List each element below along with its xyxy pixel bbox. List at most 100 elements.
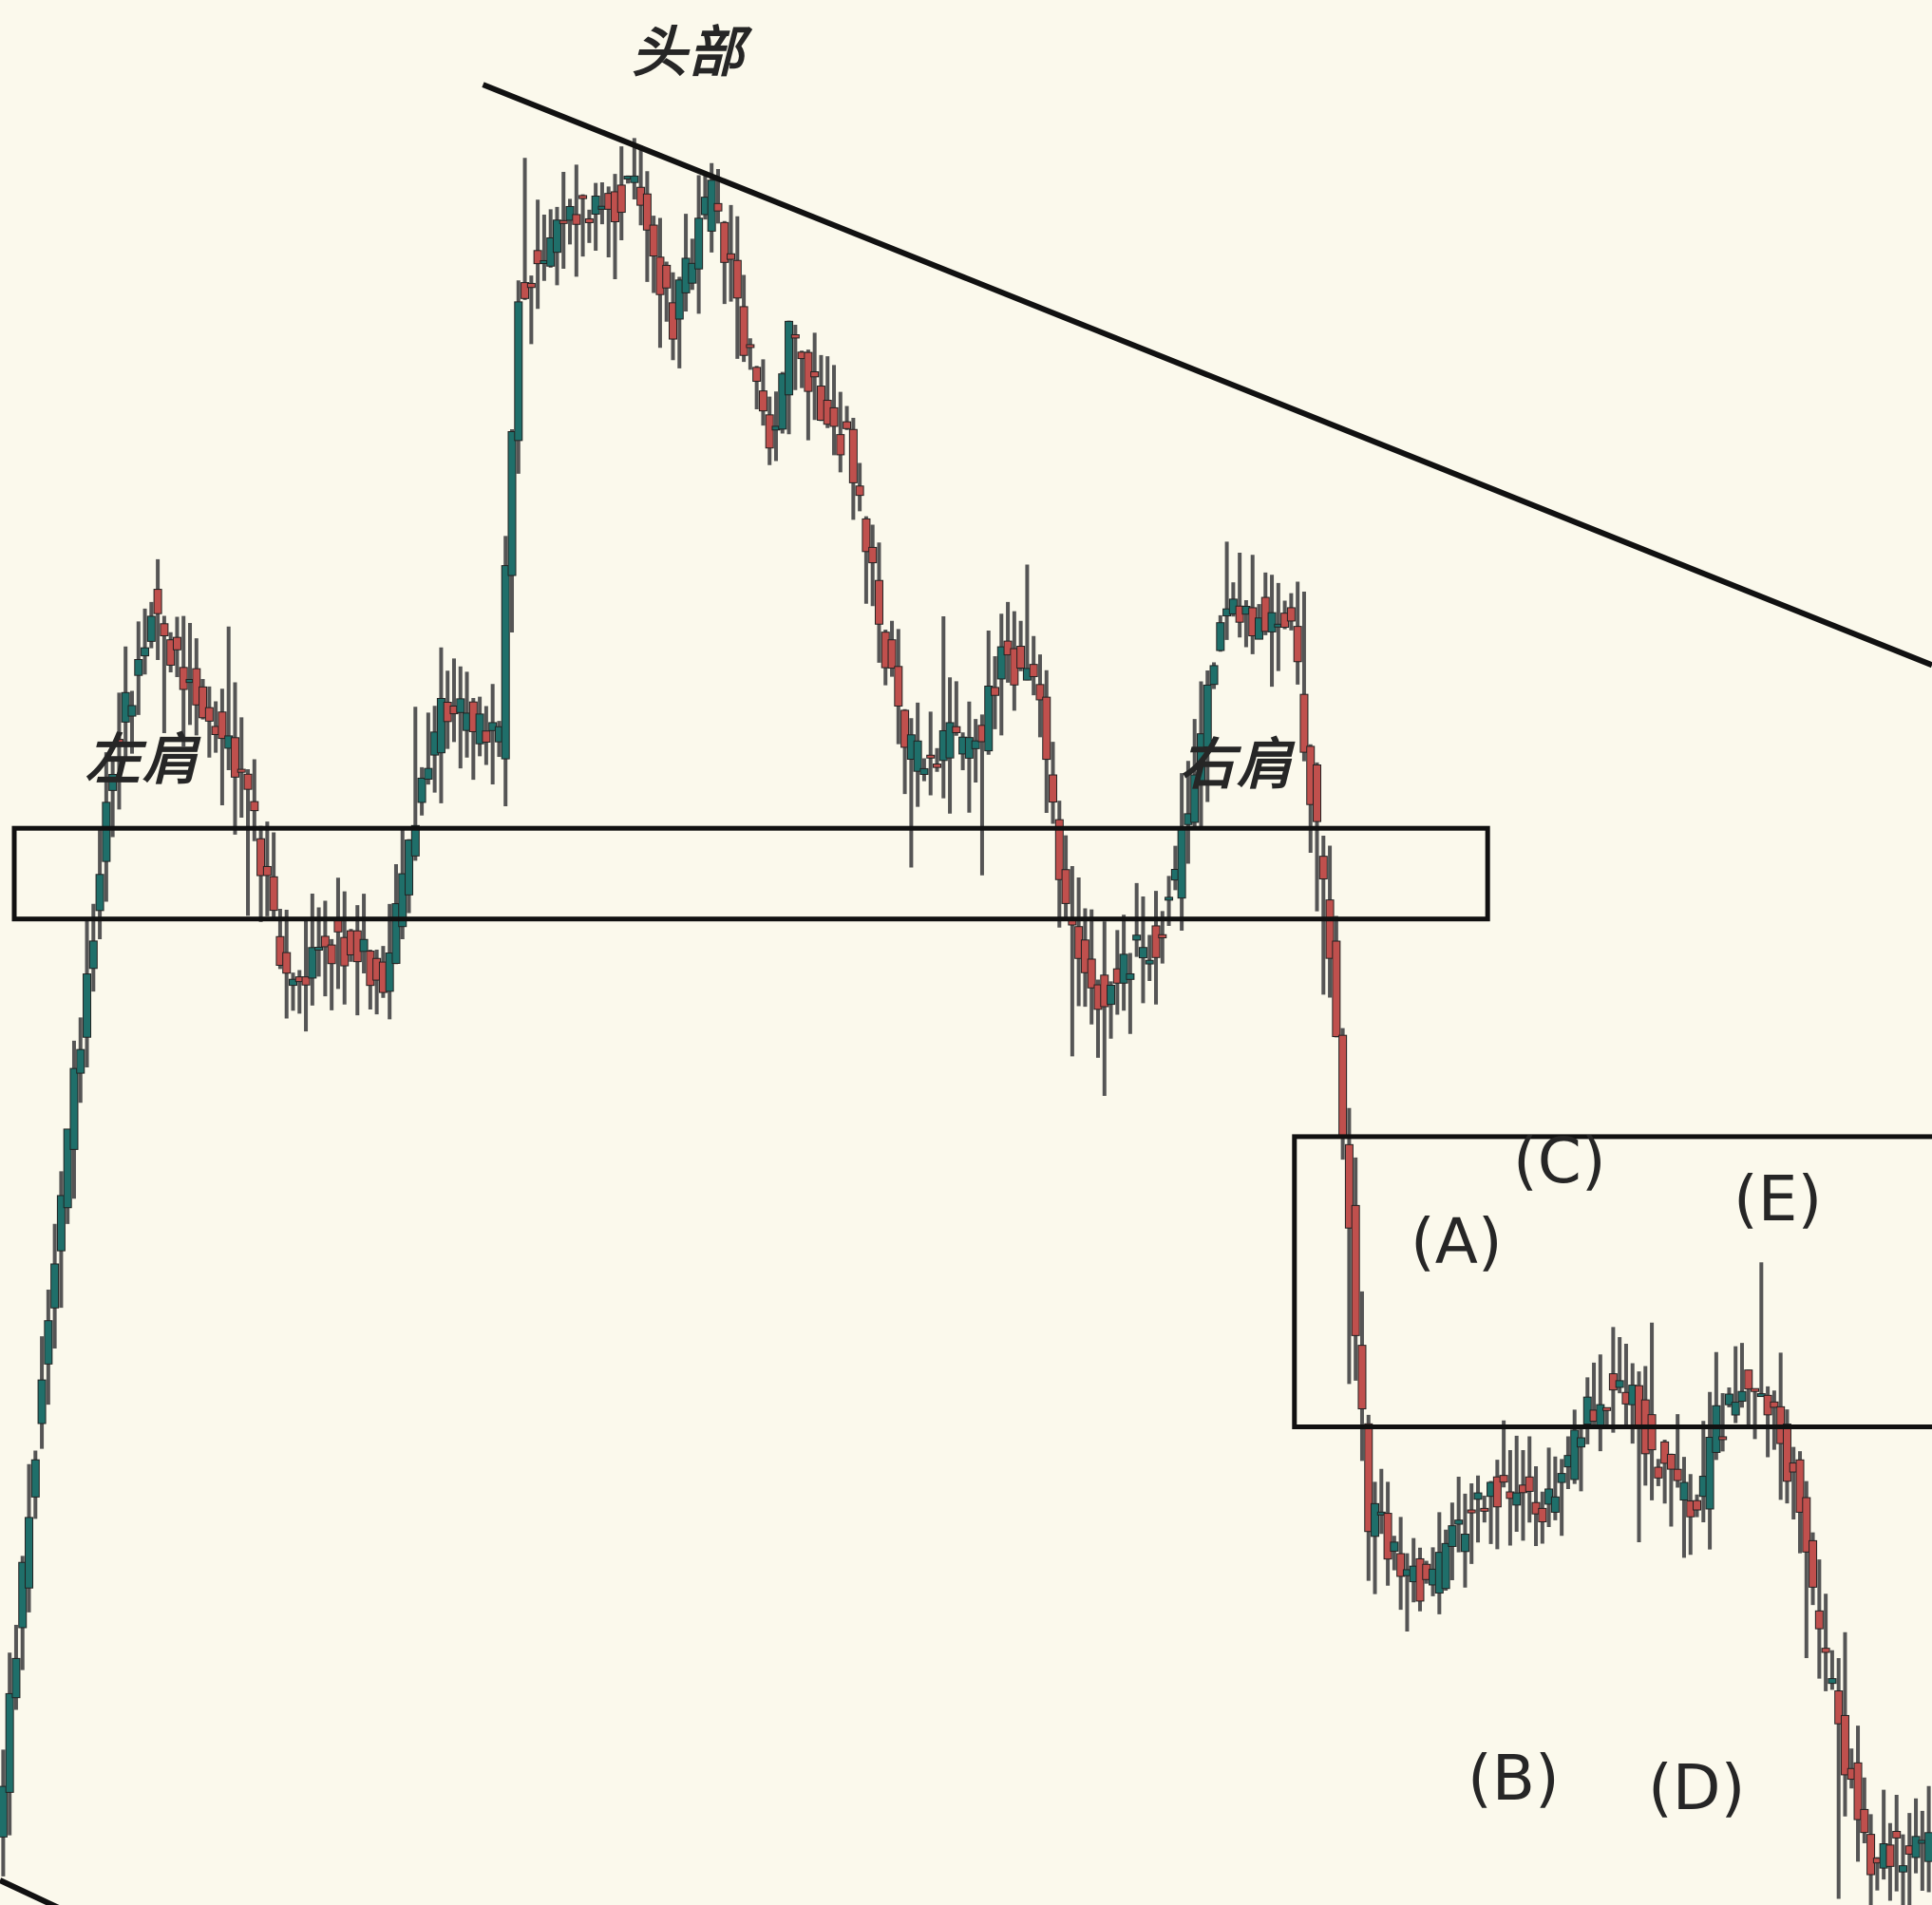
candle-body — [108, 773, 118, 791]
candle-body — [862, 518, 871, 553]
candle-body — [1924, 1832, 1932, 1862]
candle-body — [141, 647, 150, 657]
candle-body — [868, 546, 878, 564]
candle-body — [102, 802, 111, 862]
candle-body — [1853, 1762, 1863, 1820]
candle-body — [250, 801, 259, 812]
candle-body — [1016, 646, 1026, 670]
candles-group — [0, 138, 1932, 1905]
candle-body — [288, 978, 297, 987]
candle-body — [1396, 1553, 1406, 1577]
candle-body — [559, 219, 568, 224]
candle-body — [1570, 1429, 1580, 1481]
candle-body — [1390, 1541, 1399, 1552]
candle-body — [127, 705, 137, 717]
candle-body — [1898, 1865, 1907, 1873]
head-trendline — [482, 82, 1932, 669]
candle-body — [785, 320, 794, 396]
candle-body — [230, 737, 239, 778]
candle-body — [1795, 1459, 1805, 1513]
candle-body — [758, 390, 767, 412]
candle-body — [436, 698, 445, 754]
candle-body — [578, 195, 588, 199]
candle-body — [1802, 1497, 1811, 1553]
lower-trendline — [0, 1877, 60, 1905]
candle-body — [1054, 819, 1064, 880]
candle-body — [1299, 693, 1309, 753]
candle-body — [1042, 696, 1051, 761]
candle-body — [919, 767, 929, 775]
candle-body — [1165, 896, 1174, 901]
candle-body — [926, 754, 936, 759]
candle-body — [1454, 1519, 1464, 1525]
candle-body — [0, 1785, 8, 1838]
candle-body — [642, 193, 652, 231]
candle-body — [56, 1195, 66, 1252]
candle-body — [713, 202, 723, 212]
candle-body — [829, 406, 839, 427]
candle-body — [996, 646, 1006, 680]
candle-body — [1705, 1437, 1714, 1510]
candle-body — [991, 687, 1000, 696]
candle-body — [1132, 934, 1142, 941]
candle-body — [836, 434, 845, 456]
candle-body — [1731, 1402, 1740, 1416]
candle-body — [153, 589, 162, 614]
candle-body — [1499, 1475, 1508, 1483]
candle-body — [1107, 984, 1116, 1006]
candle-body — [1293, 626, 1302, 663]
candle-body — [275, 935, 285, 966]
candle-body — [1751, 1387, 1760, 1392]
candle-body — [1344, 1143, 1354, 1229]
candle-body — [410, 824, 420, 857]
candle-body — [1615, 1380, 1624, 1388]
candle-body — [1660, 1441, 1670, 1464]
candle-body — [95, 874, 104, 912]
candle-body — [1480, 1507, 1489, 1512]
candle-body — [694, 217, 704, 270]
candle-body — [1351, 1204, 1360, 1336]
candle-body — [1049, 774, 1058, 803]
candle-body — [1087, 958, 1096, 989]
candle-body — [1647, 1414, 1657, 1451]
candle-body — [1441, 1542, 1450, 1590]
candle-body — [1061, 869, 1070, 904]
candle-body — [134, 659, 143, 676]
candle-body — [1119, 953, 1128, 984]
candle-body — [533, 250, 542, 265]
candle-body — [584, 217, 594, 223]
candle-body — [172, 636, 181, 651]
candle-body — [1724, 1393, 1733, 1405]
candle-body — [1145, 959, 1154, 965]
candle-body — [25, 1517, 34, 1589]
wave-a-label: (A) — [1411, 1205, 1503, 1278]
candle-body — [385, 952, 394, 992]
candle-body — [1737, 1390, 1747, 1403]
candle-body — [1151, 925, 1161, 958]
candle-body — [501, 565, 510, 760]
candle-body — [391, 903, 401, 964]
candle-body — [932, 764, 941, 768]
candle-body — [333, 918, 343, 933]
candle-body — [526, 282, 536, 289]
candle-body — [1809, 1539, 1818, 1588]
candle-body — [1834, 1690, 1844, 1725]
candle-body — [456, 698, 465, 713]
candle-body — [114, 739, 123, 745]
candle-body — [166, 639, 176, 666]
candle-body — [424, 767, 433, 780]
candle-body — [1814, 1610, 1824, 1630]
candle-body — [256, 838, 266, 877]
candle-body — [1286, 607, 1296, 622]
candle-body — [44, 1320, 53, 1365]
candle-body — [662, 264, 672, 289]
candle-body — [1492, 1476, 1502, 1508]
head-label: 头部 — [632, 20, 753, 85]
candle-body — [945, 722, 955, 759]
wave-b-label: (B) — [1468, 1742, 1560, 1815]
candle-body — [5, 1692, 14, 1793]
candle-body — [887, 639, 897, 670]
candle-body — [1267, 612, 1277, 632]
candle-body — [971, 740, 980, 749]
